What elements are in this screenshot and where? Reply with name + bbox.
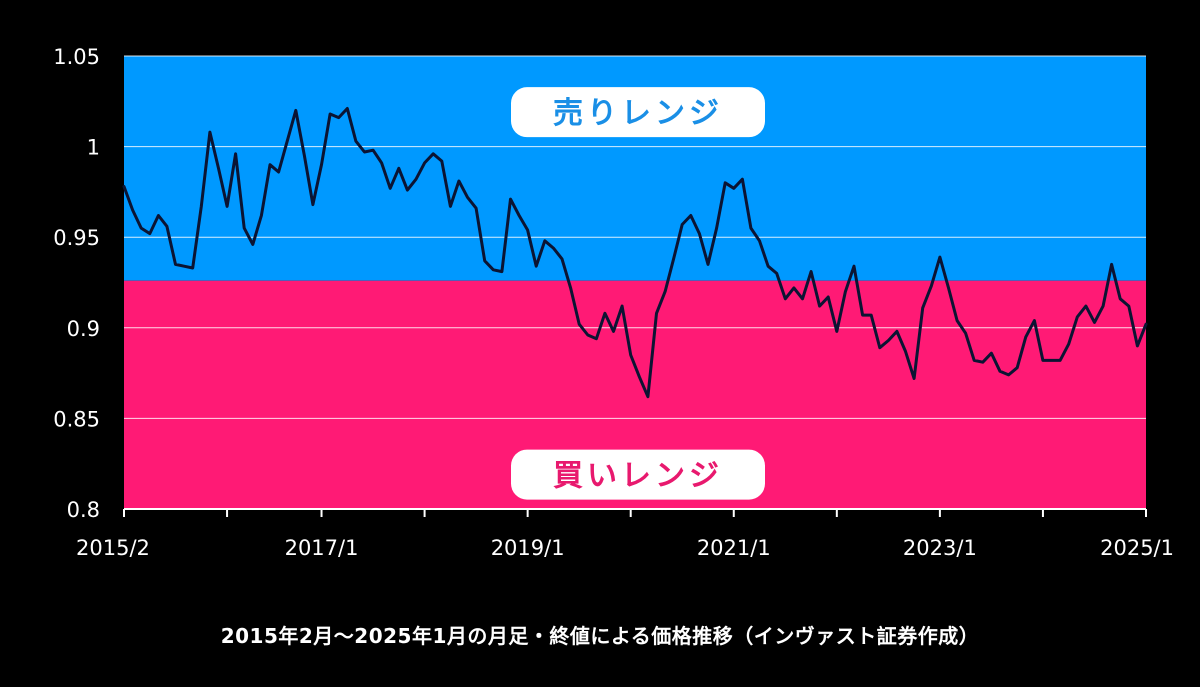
price-line [122, 107, 1148, 399]
line-layer [122, 107, 1148, 399]
buy-zone-label-pill [511, 449, 765, 500]
x-tick-label: 2021/1 [697, 536, 771, 560]
buy-zone-label: 買いレンジ [553, 459, 723, 494]
y-tick-label: 0.8 [67, 498, 100, 522]
x-tick-label: 2019/1 [491, 536, 565, 560]
y-tick-label: 0.95 [53, 226, 100, 250]
x-tick-label: 2017/1 [285, 536, 359, 560]
chart-caption: 2015年2月～2025年1月の月足・終値による価格推移（インヴァスト証券作成） [220, 624, 980, 648]
sell-zone-label-pill [511, 87, 765, 138]
x-tick-label: 2025/1 [1100, 536, 1174, 560]
grid-layer [124, 55, 1146, 419]
y-tick-label: 0.85 [53, 407, 100, 431]
y-tick-label: 1.05 [53, 45, 100, 69]
x-tick-label: 2023/1 [903, 536, 977, 560]
sell-zone-label: 売りレンジ [553, 96, 723, 131]
y-tick-label: 1 [87, 136, 100, 160]
y-tick-label: 0.9 [67, 317, 100, 341]
axes-layer: 1.05 1 0.95 0.9 0.85 0.8 2015/2 2017/1 2019/1 202… [53, 45, 1174, 560]
x-tick-label: 2015/2 [76, 536, 150, 560]
